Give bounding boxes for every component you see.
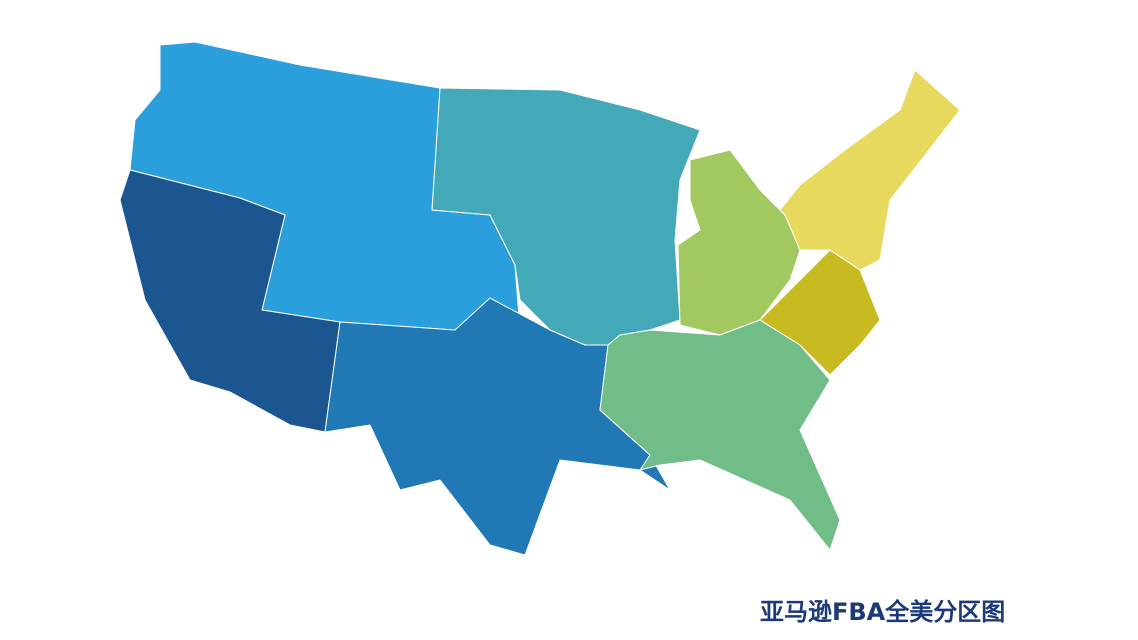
zone-west[interactable] [119,169,341,433]
zone-northeast[interactable] [779,69,961,271]
zone-mid-atlantic[interactable] [759,249,881,376]
zone-southeast[interactable] [599,319,841,551]
zone-south-central[interactable] [324,297,671,556]
map-title: 亚马逊FBA全美分区图 [760,598,1006,626]
